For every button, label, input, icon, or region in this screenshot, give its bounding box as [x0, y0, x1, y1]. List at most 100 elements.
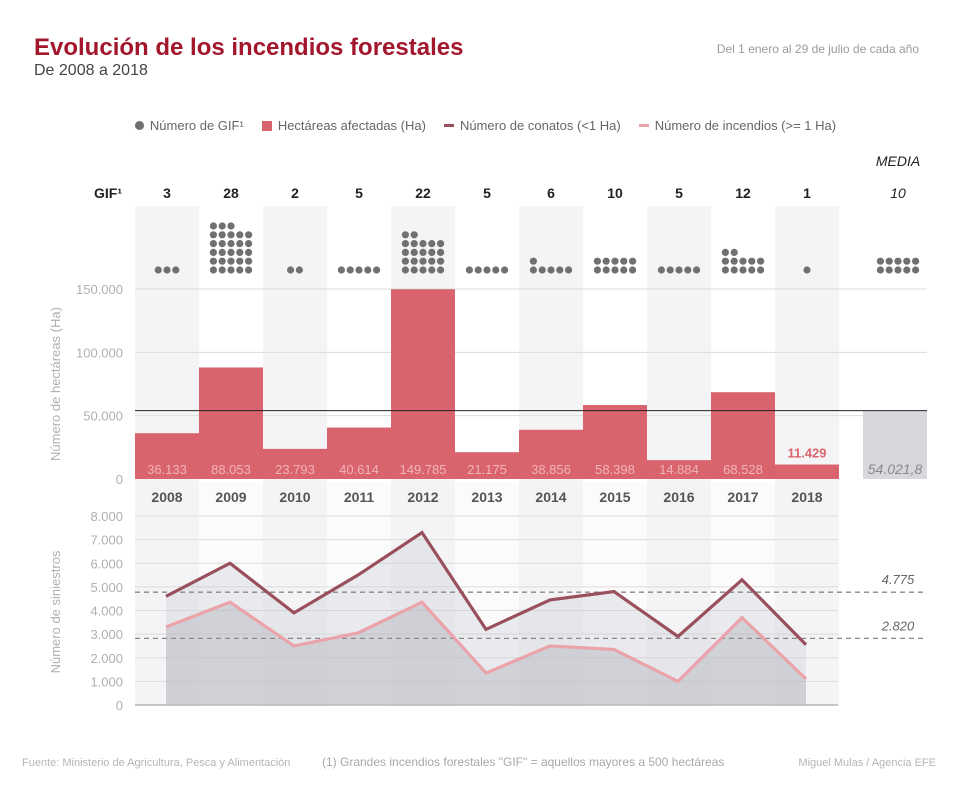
line-ytick-label: 2.000 — [90, 651, 123, 666]
gif-count-label: 1 — [803, 185, 811, 201]
gif-dot — [428, 266, 436, 274]
gif-dot — [236, 266, 244, 274]
bar-value-label: 88.053 — [211, 462, 251, 477]
line-ytick-label: 5.000 — [90, 580, 123, 595]
gif-count-label: 2 — [291, 185, 299, 201]
gif-dot — [209, 240, 217, 248]
bar — [519, 429, 583, 479]
bar-ytick-label: 0 — [116, 472, 123, 487]
series-mean-label: 2.820 — [881, 618, 915, 633]
gif-dot — [547, 266, 555, 274]
column-band — [455, 482, 519, 706]
gif-dot — [419, 248, 427, 256]
gif-dot — [163, 266, 171, 274]
gif-dot — [748, 266, 756, 274]
gif-dot — [730, 248, 738, 256]
mean-gif-dot — [912, 257, 920, 265]
gif-dot — [401, 248, 409, 256]
gif-dot — [419, 257, 427, 265]
gif-dot — [218, 257, 226, 265]
gif-count-label: 28 — [223, 185, 239, 201]
mean-gif-dot — [894, 257, 902, 265]
credit: Miguel Mulas / Agencia EFE — [798, 757, 936, 769]
gif-dot — [236, 240, 244, 248]
gif-dot — [620, 257, 628, 265]
bar-value-label: 58.398 — [595, 462, 635, 477]
gif-dot — [419, 240, 427, 248]
year-label: 2010 — [279, 489, 310, 505]
bar — [135, 433, 199, 479]
gif-dot — [401, 257, 409, 265]
gif-dot — [295, 266, 303, 274]
legend: Número de GIF¹ Hectáreas afectadas (Ha) … — [0, 118, 971, 133]
gif-dot — [287, 266, 295, 274]
mean-gif-dot — [912, 266, 920, 274]
line-ytick-label: 7.000 — [90, 533, 123, 548]
gif-count-label: 3 — [163, 185, 171, 201]
legend-label: Número de conatos (<1 Ha) — [459, 118, 621, 133]
gif-dot — [428, 257, 436, 265]
gif-dot — [739, 257, 747, 265]
gif-dot — [364, 266, 372, 274]
bar — [327, 427, 391, 479]
gif-dot — [209, 266, 217, 274]
gif-dot — [227, 266, 235, 274]
column-band — [711, 482, 775, 706]
gif-dot — [218, 231, 226, 239]
line-icon — [638, 124, 649, 127]
mean-gif-dot — [903, 266, 911, 274]
gif-dot — [236, 231, 244, 239]
gif-dot — [602, 266, 610, 274]
gif-dot — [428, 240, 436, 248]
gif-dot — [209, 231, 217, 239]
gif-dot — [730, 257, 738, 265]
gif-dot — [739, 266, 747, 274]
period-note: Del 1 enero al 29 de julio de cada año — [716, 42, 919, 56]
gif-dot — [410, 240, 418, 248]
legend-item-hectareas: Hectáreas afectadas (Ha) — [261, 118, 426, 133]
gif-dot — [410, 231, 418, 239]
gif-count-label: 10 — [607, 185, 623, 201]
gif-dot — [675, 266, 683, 274]
bar-ytick-label: 150.000 — [76, 282, 123, 297]
column-band — [327, 482, 391, 706]
gif-dot — [721, 248, 730, 256]
gif-dot — [657, 266, 666, 274]
bar — [775, 464, 839, 479]
gif-dot — [803, 266, 811, 274]
bar-ytick-label: 100.000 — [76, 345, 123, 360]
gif-dot — [245, 248, 253, 256]
legend-item-gif: Número de GIF¹ — [134, 118, 244, 133]
gif-dot — [501, 266, 509, 274]
gif-dot — [401, 231, 409, 239]
bar-value-label: 36.133 — [147, 462, 187, 477]
gif-dot — [629, 257, 637, 265]
bar — [647, 460, 711, 479]
gif-dot — [236, 248, 244, 256]
gif-dot — [684, 266, 692, 274]
gif-dot — [538, 266, 546, 274]
gif-dot — [474, 266, 482, 274]
bar-y-axis-title: Número de hectáreas (Ha) — [48, 307, 63, 461]
line-ytick-label: 6.000 — [90, 556, 123, 571]
year-label: 2015 — [599, 489, 630, 505]
gif-dot — [529, 257, 538, 265]
gif-dot — [245, 266, 253, 274]
legend-item-conatos: Número de conatos (<1 Ha) — [443, 118, 621, 133]
bar-value-label: 68.528 — [723, 462, 763, 477]
mean-gif-dot — [876, 257, 885, 265]
gif-dot — [602, 257, 610, 265]
square-icon — [261, 120, 272, 131]
gif-dot — [410, 257, 418, 265]
gif-dot — [218, 266, 226, 274]
mean-gif-dot — [885, 257, 893, 265]
bar — [583, 405, 647, 479]
gif-dot — [465, 266, 473, 274]
gif-dot — [693, 266, 701, 274]
bar — [199, 367, 263, 479]
gif-dot — [611, 266, 619, 274]
source-note: Fuente: Ministerio de Agricultura, Pesca… — [22, 757, 291, 769]
mean-label: MEDIA — [876, 153, 920, 169]
series-mean-label: 4.775 — [882, 572, 915, 587]
